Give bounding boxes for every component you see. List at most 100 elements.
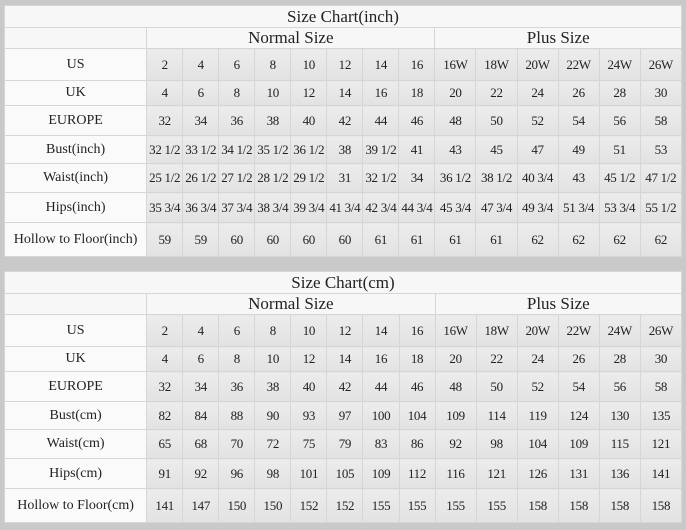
- size-value: 10: [290, 314, 328, 347]
- size-value: 31: [326, 163, 364, 193]
- size-value: 10: [254, 346, 292, 372]
- size-value: 124: [557, 401, 600, 430]
- size-value: 20: [434, 80, 477, 106]
- size-value: 109: [434, 401, 477, 430]
- size-value: 34: [398, 163, 436, 193]
- row-label: EUROPE: [3, 371, 148, 402]
- size-value: 75: [290, 429, 328, 459]
- size-value: 36: [218, 105, 256, 136]
- size-value: 44: [362, 371, 400, 402]
- size-value: 37 3/4: [218, 192, 256, 223]
- table-row: Hips(cm) 91 92 96 98 101 105 109 112 116 121 126 131…: [3, 458, 683, 489]
- size-value: 42: [326, 105, 364, 136]
- size-value: 16: [362, 346, 400, 372]
- size-value: 141: [639, 458, 683, 489]
- size-value: 24W: [598, 48, 641, 81]
- size-value: 48: [434, 371, 477, 402]
- size-value: 45: [475, 135, 518, 164]
- size-value: 36: [218, 371, 256, 402]
- normal-size-header: Normal Size: [146, 293, 436, 315]
- size-value: 52: [516, 105, 559, 136]
- size-value: 6: [182, 80, 220, 106]
- size-value: 53 3/4: [598, 192, 641, 223]
- size-value: 14: [326, 346, 364, 372]
- size-value: 119: [516, 401, 559, 430]
- size-value: 16: [398, 314, 436, 347]
- size-value: 8: [254, 48, 292, 81]
- size-value: 49 3/4: [516, 192, 559, 223]
- size-value: 59: [182, 222, 220, 257]
- size-value: 10: [290, 48, 328, 81]
- size-value: 96: [218, 458, 256, 489]
- size-value: 32: [146, 105, 184, 136]
- plus-size-header: Plus Size: [434, 27, 682, 49]
- row-label: EUROPE: [3, 105, 148, 136]
- size-value: 136: [598, 458, 641, 489]
- chart-title: Size Chart(cm): [4, 271, 682, 294]
- size-value: 88: [218, 401, 256, 430]
- size-value: 109: [362, 458, 400, 489]
- size-value: 34 1/2: [218, 135, 256, 164]
- size-value: 84: [182, 401, 220, 430]
- size-chart-cm: Size Chart(cm) Normal Size Plus Size US 2 4 6 8…: [3, 271, 683, 523]
- size-value: 32 1/2: [362, 163, 400, 193]
- size-value: 14: [362, 48, 400, 81]
- row-label: Waist(cm): [3, 429, 148, 459]
- table-row: Hips(inch) 35 3/4 36 3/4 37 3/4 38 3/4 39 3/4…: [3, 192, 683, 223]
- size-value: 18W: [475, 314, 518, 347]
- size-value: 50: [475, 105, 518, 136]
- table-row: UK 4 6 8 10 12 14 16 18 20 22 24 26 28 30: [3, 346, 683, 372]
- size-value: 55 1/2: [639, 192, 683, 223]
- size-value: 52: [516, 371, 559, 402]
- size-value: 56: [598, 371, 641, 402]
- size-value: 28: [598, 346, 641, 372]
- size-value: 54: [557, 105, 600, 136]
- size-value: 38 1/2: [475, 163, 518, 193]
- size-value: 116: [434, 458, 477, 489]
- size-value: 8: [218, 346, 256, 372]
- size-value: 48: [434, 105, 477, 136]
- size-value: 26: [557, 346, 600, 372]
- table-row: Hollow to Floor(cm) 141 147 150 150 152 152 155…: [3, 488, 683, 523]
- size-value: 45 3/4: [434, 192, 477, 223]
- size-value: 16: [398, 48, 436, 81]
- size-value: 40 3/4: [516, 163, 559, 193]
- size-value: 104: [516, 429, 559, 459]
- size-value: 44 3/4: [398, 192, 436, 223]
- size-value: 14: [326, 80, 364, 106]
- size-table: Size Chart(inch) Normal Size Plus Size US 2 4…: [3, 5, 683, 257]
- chart-title: Size Chart(inch): [4, 5, 682, 28]
- table-row: Waist(cm) 65 68 70 72 75 79 83 86 92 98 104 109 115 12…: [3, 429, 683, 459]
- row-label: UK: [3, 80, 148, 106]
- size-value: 49: [557, 135, 600, 164]
- size-chart-inch: Size Chart(inch) Normal Size Plus Size US 2 4…: [3, 5, 683, 257]
- size-value: 152: [290, 488, 328, 523]
- size-value: 34: [182, 105, 220, 136]
- size-value: 4: [146, 80, 184, 106]
- corner-cell: [3, 27, 148, 49]
- size-value: 29 1/2: [290, 163, 328, 193]
- size-value: 62: [639, 222, 683, 257]
- table-row: UK 4 6 8 10 12 14 16 18 20 22 24 26 28 30: [3, 80, 683, 106]
- size-value: 60: [326, 222, 364, 257]
- size-value: 101: [290, 458, 328, 489]
- table-row: US 2 4 6 8 10 12 14 16 16W 18W 20W 22W 24W 26W: [3, 314, 683, 347]
- size-value: 60: [290, 222, 328, 257]
- size-value: 56: [598, 105, 641, 136]
- size-value: 62: [557, 222, 600, 257]
- size-value: 112: [398, 458, 436, 489]
- table-row: Bust(inch) 32 1/2 33 1/2 34 1/2 35 1/2 36 1/2…: [3, 135, 683, 164]
- size-value: 158: [639, 488, 683, 523]
- size-value: 82: [146, 401, 184, 430]
- size-value: 47 1/2: [639, 163, 683, 193]
- size-value: 25 1/2: [146, 163, 184, 193]
- size-value: 16W: [434, 48, 477, 81]
- size-value: 34: [182, 371, 220, 402]
- size-value: 6: [218, 314, 256, 347]
- row-label: UK: [3, 346, 148, 372]
- size-value: 2: [146, 48, 184, 81]
- size-value: 61: [398, 222, 436, 257]
- row-label: Hips(inch): [3, 192, 148, 223]
- size-value: 155: [398, 488, 436, 523]
- size-value: 105: [326, 458, 364, 489]
